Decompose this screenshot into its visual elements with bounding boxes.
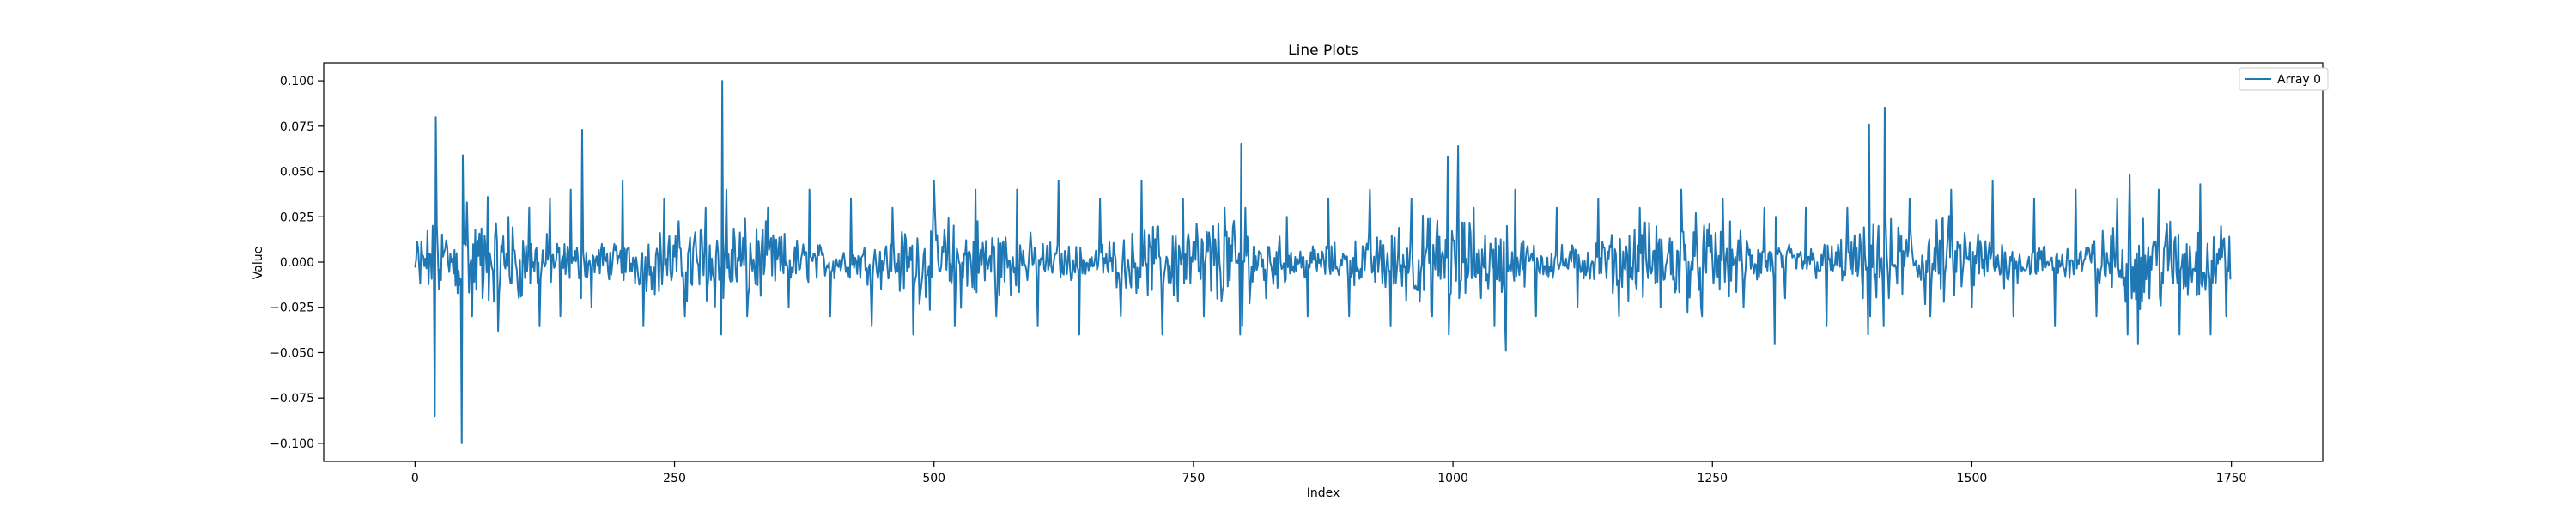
y-tick-label: −0.050	[270, 346, 314, 360]
y-tick-label: 0.075	[280, 120, 314, 134]
x-tick-label: 500	[922, 472, 945, 485]
y-tick-label: 0.025	[280, 211, 314, 224]
legend: Array 0	[2239, 67, 2329, 91]
y-tick-label: −0.075	[270, 392, 314, 406]
y-tick-label: −0.100	[270, 437, 314, 451]
x-tick-label: 1000	[1437, 472, 1468, 485]
series-line-array-0	[414, 80, 2232, 444]
legend-frame	[2239, 67, 2329, 91]
y-tick-label: 0.100	[280, 75, 314, 89]
axes: 0 250 500 750 1000 1250 1500 1750 0.100 0.075 0.05…	[270, 62, 2324, 485]
y-tick-label: −0.025	[270, 302, 314, 315]
x-tick-label: 0	[411, 472, 419, 485]
plot-area	[414, 80, 2232, 444]
x-tick-label: 1750	[2216, 472, 2247, 485]
y-axis-label: Value	[252, 247, 265, 279]
legend-label: Array 0	[2277, 73, 2321, 87]
chart-title: Line Plots	[1288, 42, 1358, 59]
x-tick-label: 250	[663, 472, 686, 485]
y-tick-label: 0.000	[280, 256, 314, 270]
y-tick-label: 0.050	[280, 166, 314, 180]
x-tick-label: 1500	[1957, 472, 1988, 485]
x-tick-label: 750	[1182, 472, 1206, 485]
x-tick-label: 1250	[1697, 472, 1728, 485]
x-axis-label: Index	[1307, 486, 1340, 500]
